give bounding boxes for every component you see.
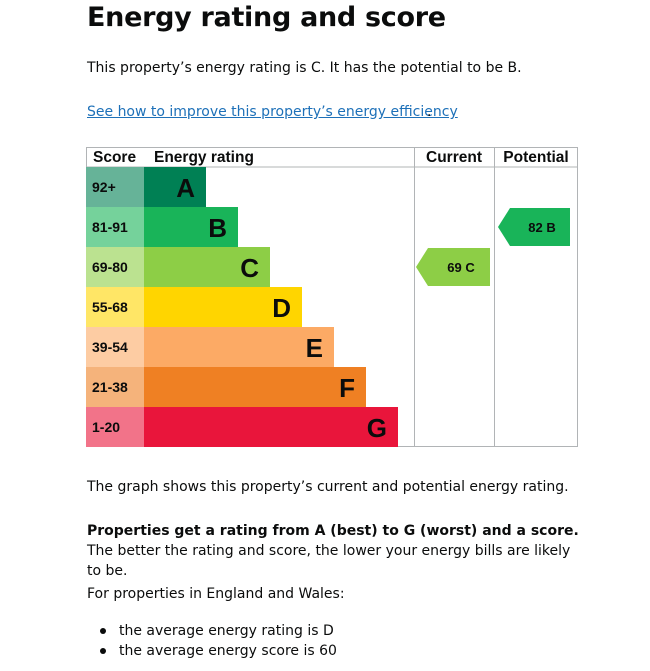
rating-bar-e <box>144 327 334 367</box>
potential-rating-label: 82 B <box>528 220 555 235</box>
score-cell-f <box>86 367 144 407</box>
energy-rating-chart: Score Energy rating Current Potential 92+ A 81… <box>86 147 578 447</box>
rating-letter-e: E <box>306 333 323 363</box>
header-potential: Potential <box>503 149 568 166</box>
rating-bar-g <box>144 407 398 447</box>
score-range-d: 55-68 <box>92 299 128 315</box>
score-range-a: 92+ <box>92 179 116 195</box>
list-item-average-rating: the average energy rating is D <box>87 621 337 641</box>
score-range-e: 39-54 <box>92 339 128 355</box>
rating-summary: This property’s energy rating is C. It h… <box>87 60 522 76</box>
current-arrow <box>416 248 490 286</box>
score-cell-d <box>86 287 144 327</box>
rating-bar-b <box>144 207 238 247</box>
rating-letter-d: D <box>272 293 291 323</box>
list-item-average-score: the average energy score is 60 <box>87 641 337 661</box>
rating-explanation-rest: The better the rating and score, the low… <box>87 543 571 579</box>
rating-letter-b: B <box>208 213 227 243</box>
rating-bar-d <box>144 287 302 327</box>
score-cell-e <box>86 327 144 367</box>
averages-list: the average energy rating is D the avera… <box>87 621 337 661</box>
score-cell-b <box>86 207 144 247</box>
header-current: Current <box>426 149 482 166</box>
rating-bar-a <box>144 167 206 207</box>
rating-letter-f: F <box>339 373 355 403</box>
rating-letter-a: A <box>176 173 195 203</box>
rating-bar-c <box>144 247 270 287</box>
score-cell-a <box>86 167 144 207</box>
header-energy-rating: Energy rating <box>154 149 254 166</box>
rating-letter-c: C <box>240 253 259 283</box>
page-title: Energy rating and score <box>87 2 446 33</box>
score-cell-g <box>86 407 144 447</box>
rating-letter-g: G <box>367 413 387 443</box>
score-range-f: 21-38 <box>92 379 128 395</box>
link-period: . <box>427 104 432 120</box>
score-cell-c <box>86 247 144 287</box>
score-range-g: 1-20 <box>92 419 120 435</box>
header-score: Score <box>93 149 136 166</box>
energy-rating-graph: Score Energy rating Current Potential 92+ A 81… <box>86 147 578 447</box>
rating-explanation: Properties get a rating from A (best) to… <box>87 521 587 581</box>
potential-arrow <box>498 208 570 246</box>
improve-efficiency-link[interactable]: See how to improve this property’s energ… <box>87 104 458 120</box>
graph-description: The graph shows this property’s current … <box>87 479 569 495</box>
current-rating-label: 69 C <box>447 260 475 275</box>
rating-explanation-bold: Properties get a rating from A (best) to… <box>87 523 579 539</box>
score-range-b: 81-91 <box>92 219 128 235</box>
rating-bar-f <box>144 367 366 407</box>
england-wales-intro: For properties in England and Wales: <box>87 586 345 602</box>
score-range-c: 69-80 <box>92 259 128 275</box>
